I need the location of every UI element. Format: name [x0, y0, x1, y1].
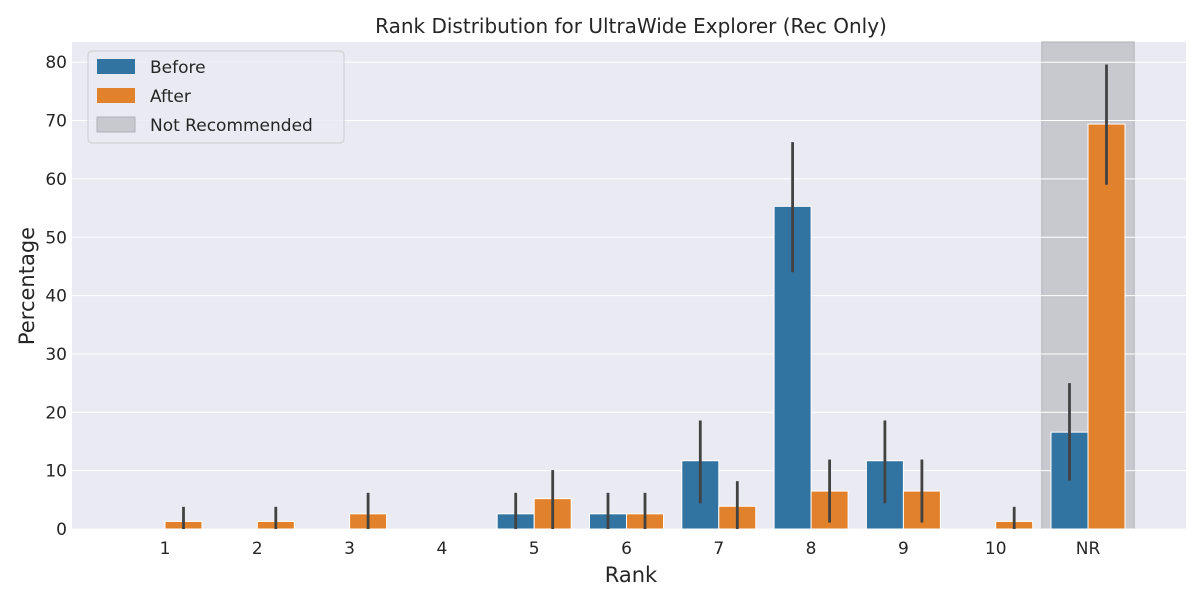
x-tick-label-2: 2 — [252, 539, 263, 559]
y-tick-label-80: 80 — [45, 53, 67, 73]
grid-layer — [72, 61, 1186, 530]
x-tick-label-8: 8 — [806, 539, 817, 559]
x-tick-label-1: 1 — [160, 539, 171, 559]
bar-after-nr — [1087, 123, 1126, 530]
x-tick-label-nr: NR — [1076, 539, 1101, 559]
y-tick-label-40: 40 — [45, 287, 67, 307]
y-tick-label-10: 10 — [45, 462, 67, 482]
legend-box — [87, 50, 345, 144]
legend-swatch-after — [97, 88, 135, 103]
x-axis-label: Rank — [605, 563, 658, 587]
y-tick-label-70: 70 — [45, 112, 67, 132]
x-tick-label-5: 5 — [529, 539, 540, 559]
y-tick-label-60: 60 — [45, 170, 67, 190]
y-axis-label: Percentage — [15, 227, 39, 345]
x-tick-label-7: 7 — [713, 539, 724, 559]
x-tick-label-6: 6 — [621, 539, 632, 559]
legend-label-after: After — [150, 87, 191, 107]
y-tick-label-50: 50 — [45, 228, 67, 248]
y-tick-labels: 0 10 20 30 40 50 60 70 80 — [45, 53, 67, 540]
legend-label-not-recommended: Not Recommended — [150, 116, 313, 136]
x-tick-label-4: 4 — [436, 539, 447, 559]
legend-swatch-before — [97, 59, 135, 74]
x-tick-labels: 1 2 3 4 5 6 7 8 9 10 NR — [160, 539, 1101, 559]
legend-swatch-not-recommended — [96, 116, 136, 133]
chart-title: Rank Distribution for UltraWide Explorer… — [375, 14, 887, 38]
x-tick-label-9: 9 — [898, 539, 909, 559]
bars-layer — [164, 123, 1126, 530]
x-tick-label-10: 10 — [985, 539, 1007, 559]
y-tick-label-30: 30 — [45, 345, 67, 365]
y-tick-label-0: 0 — [56, 520, 67, 540]
legend: Before After Not Recommended — [87, 50, 345, 144]
legend-label-before: Before — [150, 58, 206, 78]
x-tick-label-3: 3 — [344, 539, 355, 559]
y-tick-label-20: 20 — [45, 403, 67, 423]
error-bars-layer — [182, 64, 1108, 529]
